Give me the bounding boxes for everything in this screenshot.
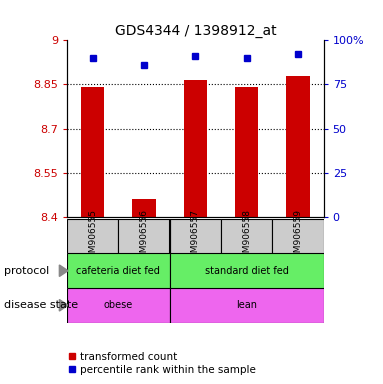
Text: cafeteria diet fed: cafeteria diet fed <box>77 266 160 276</box>
Text: lean: lean <box>236 300 257 310</box>
Bar <box>184 80 207 217</box>
Bar <box>81 88 104 217</box>
Text: disease state: disease state <box>4 300 78 310</box>
Text: GSM906555: GSM906555 <box>88 209 97 264</box>
Bar <box>272 219 324 253</box>
Bar <box>67 219 118 253</box>
Bar <box>67 288 170 323</box>
Polygon shape <box>59 300 68 311</box>
Polygon shape <box>59 265 68 276</box>
Title: GDS4344 / 1398912_at: GDS4344 / 1398912_at <box>115 24 276 38</box>
Text: obese: obese <box>104 300 133 310</box>
Text: protocol: protocol <box>4 266 49 276</box>
Text: GSM906558: GSM906558 <box>242 209 251 264</box>
Bar <box>67 253 170 288</box>
Bar <box>133 199 155 217</box>
Bar <box>118 219 170 253</box>
Text: GSM906556: GSM906556 <box>139 209 149 264</box>
Bar <box>235 88 258 217</box>
Text: standard diet fed: standard diet fed <box>205 266 288 276</box>
Legend: transformed count, percentile rank within the sample: transformed count, percentile rank withi… <box>65 348 260 379</box>
Text: GSM906557: GSM906557 <box>191 209 200 264</box>
Bar <box>286 76 309 217</box>
Bar <box>170 219 221 253</box>
Bar <box>170 288 324 323</box>
Text: GSM906559: GSM906559 <box>293 209 303 264</box>
Bar <box>221 219 272 253</box>
Bar <box>170 253 324 288</box>
